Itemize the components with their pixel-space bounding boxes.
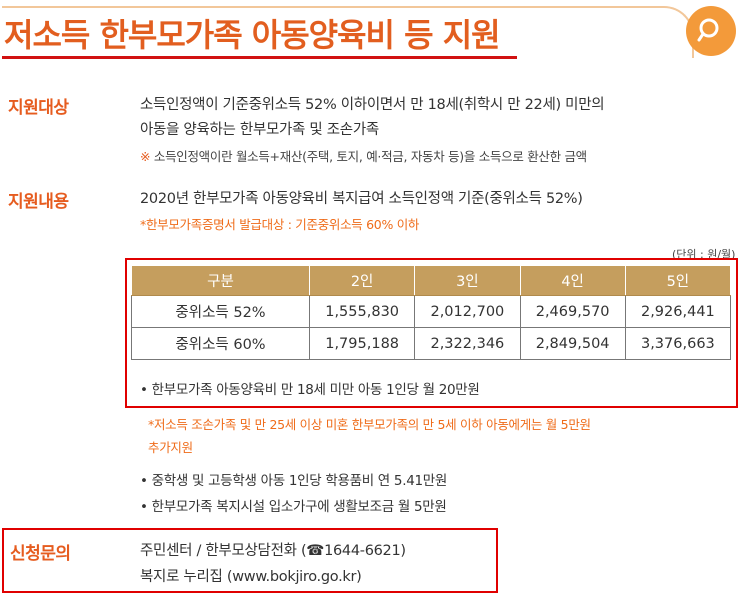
title-underline xyxy=(2,56,517,59)
bullet-child-allowance: • 한부모가족 아동양육비 만 18세 미만 아동 1인당 월 20만원 xyxy=(140,382,480,398)
table-cell: 2,322,346 xyxy=(414,327,521,360)
highlight-box-inquiry xyxy=(2,528,498,593)
extra-note-line1: *저소득 조손가족 및 만 25세 이상 미혼 한부모가족의 만 5세 이하 아… xyxy=(148,417,591,432)
table-header-row: 구분 2인 3인 4인 5인 xyxy=(131,265,732,296)
page-title: 저소득 한부모가족 아동양육비 등 지원 xyxy=(4,16,501,54)
eligibility-note-text: 소득인정액이란 월소득+재산(주택, 토지, 예·적금, 자동차 등)을 소득으… xyxy=(153,149,587,164)
eligibility-note: ※ 소득인정액이란 월소득+재산(주택, 토지, 예·적금, 자동차 등)을 소… xyxy=(140,146,587,165)
table-cell: 2,469,570 xyxy=(519,295,626,328)
search-icon xyxy=(697,18,719,42)
table-header-cell: 구분 xyxy=(131,265,310,296)
table-cell: 2,012,700 xyxy=(414,295,521,328)
bullet-living-subsidy: • 한부모가족 복지시설 입소가구에 생활보조금 월 5만원 xyxy=(140,499,447,515)
extra-note-line2: 추가지원 xyxy=(148,440,193,455)
inquiry-label: 신청문의 xyxy=(10,544,71,564)
table-cell: 중위소득 52% xyxy=(131,295,310,328)
eligibility-label: 지원대상 xyxy=(8,98,69,118)
table-row: 중위소득 60% 1,795,188 2,322,346 2,849,504 3… xyxy=(131,327,732,360)
table-header-cell: 5인 xyxy=(624,265,732,296)
table-cell: 1,795,188 xyxy=(308,327,416,360)
inquiry-line1: 주민센터 / 한부모상담전화 (☎1644-6621) xyxy=(140,543,406,559)
eligibility-line1: 소득인정액이 기준중위소득 52% 이하이면서 만 18세(취학시 만 22세)… xyxy=(140,97,605,113)
unit-label: (단위 : 원/월) xyxy=(672,248,736,261)
table-cell: 3,376,663 xyxy=(624,327,732,360)
bullet-school-supplies: • 중학생 및 고등학생 아동 1인당 학용품비 연 5.41만원 xyxy=(140,473,448,489)
page-header: 저소득 한부모가족 아동양육비 등 지원 xyxy=(0,0,754,70)
table-cell: 중위소득 60% xyxy=(131,327,310,360)
table-header-cell: 3인 xyxy=(414,265,521,296)
inquiry-line2[interactable]: 복지로 누리집 (www.bokjiro.go.kr) xyxy=(140,569,362,585)
highlight-box-table xyxy=(125,258,738,408)
note-mark: ※ xyxy=(140,149,151,164)
table-header-cell: 4인 xyxy=(519,265,626,296)
content-note: *한부모가족증명서 발급대상 : 기준중위소득 60% 이하 xyxy=(140,217,420,232)
table-header-cell: 2인 xyxy=(308,265,416,296)
content-label: 지원내용 xyxy=(8,192,69,212)
table-cell: 2,926,441 xyxy=(624,295,732,328)
content-line1: 2020년 한부모가족 아동양육비 복지급여 소득인정액 기준(중위소득 52%… xyxy=(140,191,583,207)
eligibility-line2: 아동을 양육하는 한부모가족 및 조손가족 xyxy=(140,122,379,138)
income-table: 구분 2인 3인 4인 5인 중위소득 52% 1,555,830 2,012,… xyxy=(131,265,732,360)
table-cell: 1,555,830 xyxy=(308,295,416,328)
table-row: 중위소득 52% 1,555,830 2,012,700 2,469,570 2… xyxy=(131,295,732,328)
table-cell: 2,849,504 xyxy=(519,327,626,360)
search-button[interactable] xyxy=(686,6,736,56)
